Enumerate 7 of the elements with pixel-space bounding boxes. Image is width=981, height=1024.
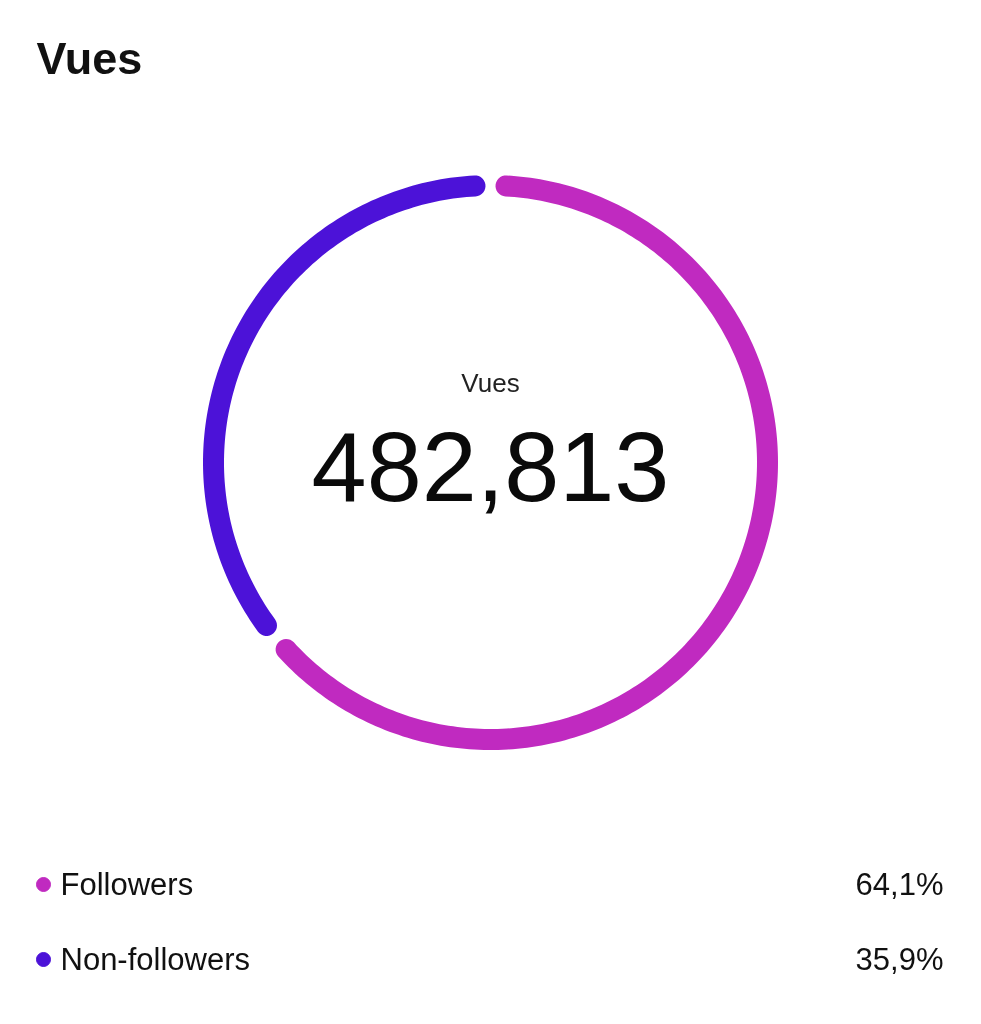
- data-label: 64,1%: [855, 867, 944, 902]
- text: 482,813: [311, 410, 670, 522]
- legend-label: Followers: [60, 867, 194, 902]
- data-label: 35,9%: [855, 942, 944, 977]
- chart-title: Vues: [36, 33, 143, 84]
- text: Vues: [461, 367, 520, 398]
- legend-label: Non-followers: [60, 942, 251, 977]
